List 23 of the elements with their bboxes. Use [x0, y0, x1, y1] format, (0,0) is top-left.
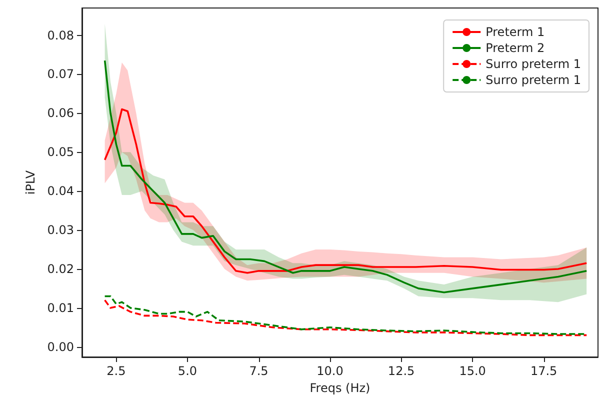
y-tick-label: 0.01 — [47, 300, 74, 315]
y-tick-label: 0.02 — [47, 262, 74, 276]
x-tick-label: 12.5 — [388, 364, 415, 378]
x-tick-label: 15.0 — [459, 364, 486, 378]
y-tick-label: 0.06 — [47, 106, 74, 120]
x-tick-label: 10.0 — [316, 364, 344, 378]
y-axis-title: iPLV — [23, 170, 38, 195]
legend-label: Preterm 2 — [486, 41, 545, 55]
x-tick-label: 17.5 — [530, 364, 558, 378]
legend-label: Preterm 1 — [486, 25, 545, 39]
y-tick-label: 0.03 — [47, 223, 74, 238]
line-series — [104, 108, 588, 274]
x-axis-title: Freqs (Hz) — [310, 381, 370, 395]
y-tick-label: 0.07 — [47, 67, 74, 82]
x-tick-label: 2.5 — [106, 364, 126, 378]
x-tick-label: 7.5 — [249, 364, 268, 378]
y-tick-label: 0.00 — [47, 340, 74, 354]
legend-label: Surro preterm 1 — [486, 57, 581, 71]
x-tick-label: 5.0 — [178, 364, 198, 378]
y-tick-label: 0.05 — [47, 145, 74, 160]
y-tick-label: 0.04 — [47, 184, 74, 198]
legend-label: Surro preterm 1 — [486, 73, 581, 87]
y-tick-label: 0.08 — [47, 28, 74, 42]
